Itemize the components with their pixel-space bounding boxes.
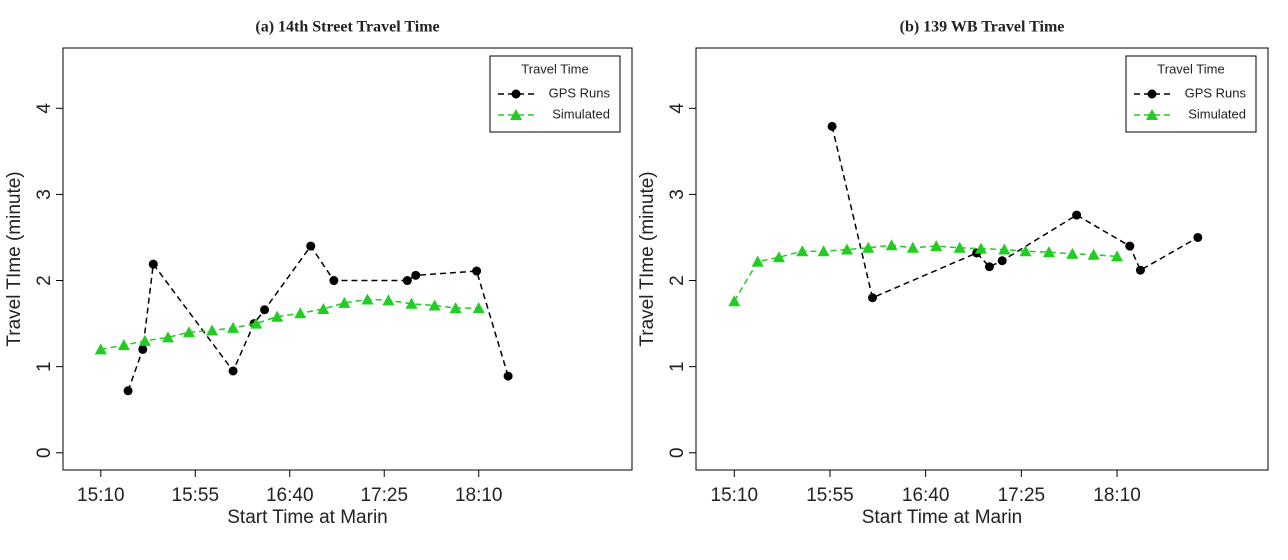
marker xyxy=(227,321,240,333)
marker xyxy=(751,255,764,267)
marker xyxy=(796,245,809,257)
series-line xyxy=(733,244,1118,302)
marker xyxy=(148,259,158,269)
legend-label: GPS Runs xyxy=(549,85,611,100)
y-tick-label: 4 xyxy=(34,103,55,114)
x-axis-label: Start Time at Marin xyxy=(227,507,388,528)
legend-marker xyxy=(510,109,522,120)
marker xyxy=(402,276,412,286)
x-tick-label: 15:10 xyxy=(711,485,759,506)
marker xyxy=(503,371,513,381)
legend-marker xyxy=(1146,109,1158,120)
x-tick-label: 18:10 xyxy=(455,485,503,506)
marker xyxy=(294,307,307,319)
marker xyxy=(1193,232,1203,242)
x-tick-label: 15:55 xyxy=(806,485,854,506)
marker xyxy=(161,331,174,343)
marker xyxy=(998,243,1011,255)
plot-frame xyxy=(695,47,1269,471)
marker xyxy=(250,317,263,329)
marker xyxy=(817,245,830,257)
marker xyxy=(206,324,219,336)
marker xyxy=(1019,245,1032,257)
marker xyxy=(449,302,462,314)
marker xyxy=(472,302,485,314)
marker xyxy=(1087,248,1100,260)
marker xyxy=(1042,246,1055,258)
marker xyxy=(138,344,148,354)
marker xyxy=(306,241,316,251)
marker xyxy=(930,240,943,252)
marker xyxy=(862,241,875,253)
marker xyxy=(867,293,877,303)
y-tick-label: 1 xyxy=(34,361,55,372)
marker xyxy=(1135,265,1145,275)
y-tick-label: 4 xyxy=(667,103,688,114)
marker xyxy=(138,334,151,346)
legend-label: GPS Runs xyxy=(1185,85,1247,100)
y-tick-label: 2 xyxy=(667,275,688,286)
y-tick-label: 3 xyxy=(34,189,55,200)
marker xyxy=(953,241,966,253)
marker xyxy=(906,241,919,253)
marker xyxy=(827,121,837,131)
marker xyxy=(1066,247,1079,259)
x-tick-label: 16:40 xyxy=(902,485,950,506)
marker xyxy=(840,243,853,255)
x-tick-label: 17:25 xyxy=(360,485,408,506)
chart-title: (a) 14th Street Travel Time xyxy=(255,19,439,36)
marker xyxy=(361,293,374,305)
marker xyxy=(317,302,330,314)
plot-frame xyxy=(62,47,633,471)
series-line xyxy=(127,244,509,392)
marker xyxy=(182,326,195,338)
x-tick-label: 16:40 xyxy=(266,485,314,506)
marker xyxy=(974,242,987,254)
legend-marker xyxy=(511,89,521,99)
x-tick-label: 15:55 xyxy=(172,485,220,506)
y-tick-label: 0 xyxy=(34,447,55,458)
marker xyxy=(382,294,395,306)
marker xyxy=(772,251,785,263)
x-tick-label: 18:10 xyxy=(1093,485,1141,506)
marker xyxy=(338,296,351,308)
legend-marker xyxy=(1147,89,1157,99)
marker xyxy=(260,305,270,315)
legend-label: Simulated xyxy=(552,106,610,121)
marker xyxy=(472,266,482,276)
marker xyxy=(117,339,130,351)
marker xyxy=(94,343,107,355)
marker xyxy=(997,256,1007,266)
x-axis-label: Start Time at Marin xyxy=(862,507,1023,528)
marker xyxy=(428,299,441,311)
marker xyxy=(411,270,421,280)
x-tick-label: 17:25 xyxy=(998,485,1046,506)
legend-title: Travel Time xyxy=(521,61,588,76)
y-tick-label: 3 xyxy=(667,189,688,200)
chart-title: (b) 139 WB Travel Time xyxy=(900,19,1065,36)
marker xyxy=(728,295,741,307)
marker xyxy=(1072,210,1082,220)
y-tick-label: 0 xyxy=(667,447,688,458)
series-line xyxy=(100,298,479,351)
legend-title: Travel Time xyxy=(1157,61,1224,76)
marker xyxy=(984,262,994,272)
marker xyxy=(1111,250,1124,262)
marker xyxy=(405,297,418,309)
legend-label: Simulated xyxy=(1188,106,1246,121)
x-tick-label: 15:10 xyxy=(77,485,125,506)
marker xyxy=(1125,241,1135,251)
marker xyxy=(329,276,339,286)
y-axis-label: Travel TIme (minute) xyxy=(637,171,658,346)
marker xyxy=(885,239,898,251)
y-axis-label: Travel TIme (minute) xyxy=(4,171,25,346)
marker xyxy=(228,366,238,376)
y-tick-label: 1 xyxy=(667,361,688,372)
y-tick-label: 2 xyxy=(34,275,55,286)
marker xyxy=(123,386,133,396)
marker xyxy=(271,310,284,322)
